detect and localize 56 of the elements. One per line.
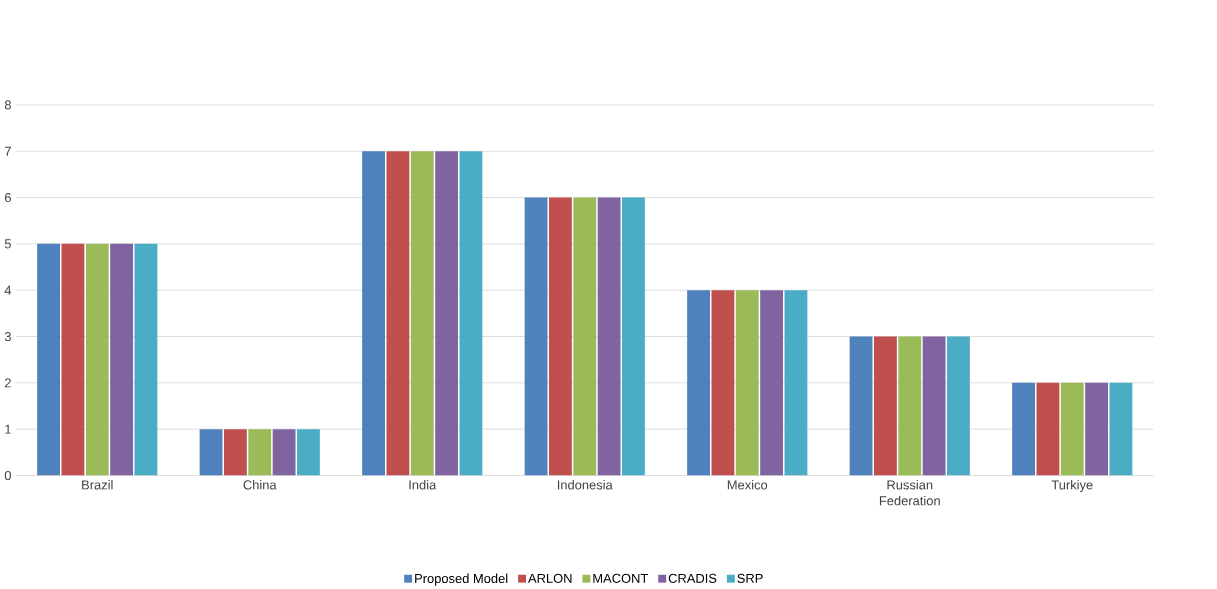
y-tick-label: 1 bbox=[5, 424, 11, 434]
y-tick-label: 4 bbox=[4, 285, 12, 295]
bar bbox=[1012, 382, 1035, 476]
bar bbox=[410, 151, 434, 476]
x-tick-label: Indonesia bbox=[557, 480, 613, 490]
x-tick-label: Brazil bbox=[82, 480, 113, 490]
bar bbox=[272, 429, 296, 476]
bar bbox=[37, 243, 60, 476]
bar bbox=[760, 290, 784, 476]
bar bbox=[898, 336, 922, 476]
bar bbox=[873, 336, 897, 476]
x-tick-label: China bbox=[243, 480, 277, 490]
x-tick-label: Turkiye bbox=[1051, 480, 1093, 493]
bar bbox=[134, 243, 158, 476]
bar bbox=[524, 197, 548, 476]
bar bbox=[435, 151, 459, 476]
bar bbox=[199, 429, 223, 476]
x-tick-label: Russian Federation bbox=[879, 480, 940, 506]
bar bbox=[784, 290, 808, 476]
y-tick-label: 7 bbox=[4, 146, 11, 156]
bar bbox=[61, 243, 85, 476]
x-tick-label: India bbox=[409, 480, 437, 490]
legend-label: CRADIS bbox=[668, 573, 717, 583]
bar bbox=[735, 290, 759, 476]
bar bbox=[687, 290, 710, 476]
legend-label: Proposed Model bbox=[415, 573, 508, 586]
bar bbox=[597, 197, 621, 476]
legend-label: MACONT bbox=[593, 573, 648, 583]
y-tick-label: 8 bbox=[4, 100, 11, 110]
y-tick-label: 6 bbox=[4, 193, 11, 203]
bar bbox=[110, 243, 134, 476]
y-tick-label: 5 bbox=[4, 239, 11, 249]
bar bbox=[573, 197, 597, 476]
bar bbox=[362, 151, 385, 476]
bar bbox=[85, 243, 109, 476]
bar bbox=[849, 336, 873, 476]
bar bbox=[223, 429, 247, 476]
y-tick-label: 3 bbox=[4, 332, 11, 342]
bar bbox=[1109, 382, 1133, 476]
legend-label: SRP bbox=[737, 573, 763, 583]
bar bbox=[947, 336, 970, 476]
bar bbox=[297, 429, 320, 476]
bar bbox=[1036, 382, 1060, 476]
bar bbox=[248, 429, 272, 476]
bar bbox=[1085, 382, 1109, 476]
bar bbox=[386, 151, 410, 476]
y-tick-label: 2 bbox=[4, 378, 11, 388]
bar bbox=[459, 151, 483, 476]
legend-label: ARLON bbox=[528, 573, 572, 583]
bar bbox=[711, 290, 735, 476]
x-tick-label: Mexico bbox=[727, 480, 768, 490]
bar bbox=[922, 336, 946, 476]
bar bbox=[1060, 382, 1084, 476]
bar bbox=[548, 197, 572, 476]
bar bbox=[622, 197, 645, 476]
y-tick-label: 0 bbox=[4, 470, 11, 481]
